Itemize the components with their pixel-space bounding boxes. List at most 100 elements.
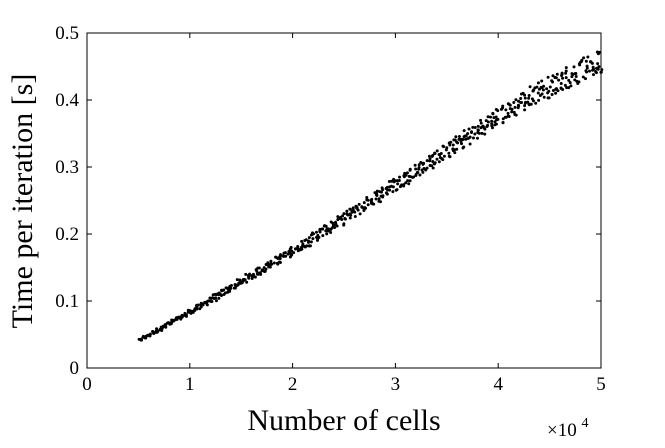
- scatter-point: [547, 96, 551, 100]
- scatter-point: [448, 143, 452, 147]
- scatter-point: [235, 278, 239, 282]
- scatter-point: [265, 263, 269, 267]
- scatter-point: [214, 299, 218, 303]
- scatter-point: [508, 103, 512, 107]
- scatter-point: [331, 225, 335, 229]
- scatter-point: [563, 83, 567, 87]
- scatter-point: [523, 108, 527, 112]
- scatter-point: [554, 76, 558, 80]
- scatter-point: [577, 80, 581, 84]
- scatter-point: [484, 119, 488, 123]
- y-axis-title: Time per iteration [s]: [6, 74, 39, 329]
- scatter-point: [318, 229, 322, 233]
- scatter-point: [523, 104, 527, 108]
- scatter-point: [228, 284, 232, 288]
- scatter-point: [494, 118, 498, 122]
- x-axis-title: Number of cells: [247, 404, 440, 437]
- scatter-point: [360, 205, 364, 209]
- scatter-point: [329, 230, 333, 234]
- scatter-point: [442, 154, 446, 158]
- scatter-point: [513, 105, 517, 109]
- y-tick-label: 0.1: [55, 291, 79, 312]
- scatter-point: [471, 125, 475, 129]
- scatter-point: [480, 131, 484, 135]
- scatter-point: [363, 206, 367, 210]
- scatter-point: [542, 84, 546, 88]
- scatter-point: [503, 115, 507, 119]
- scatter-point: [287, 249, 291, 253]
- scatter-point: [355, 205, 359, 209]
- scatter-point: [490, 122, 494, 126]
- x-tick-label: 2: [288, 374, 298, 395]
- scatter-point: [309, 233, 313, 237]
- scatter-point: [561, 76, 565, 80]
- scatter-point: [144, 336, 148, 340]
- scatter-point: [457, 137, 461, 141]
- scatter-point: [569, 84, 573, 88]
- scatter-point: [413, 163, 417, 167]
- scatter-point: [248, 272, 252, 276]
- scatter-point: [217, 296, 221, 300]
- scatter-point: [425, 159, 429, 163]
- scatter-point: [421, 161, 425, 165]
- scatter-point: [494, 115, 498, 119]
- scatter-point: [334, 222, 338, 226]
- scatter-point: [442, 145, 446, 149]
- scatter-point: [534, 101, 538, 105]
- scatter-point: [396, 182, 400, 186]
- scatter-point: [476, 124, 480, 128]
- scatter-point: [486, 115, 490, 119]
- scatter-point: [190, 310, 194, 314]
- scatter-point: [183, 313, 187, 317]
- scatter-point: [490, 126, 494, 130]
- scatter-point: [196, 303, 200, 307]
- scatter-point: [479, 118, 483, 122]
- y-tick-label: 0.4: [55, 90, 79, 111]
- scatter-point: [467, 127, 471, 131]
- scatter-point: [546, 75, 550, 79]
- scatter-point: [462, 145, 466, 149]
- scatter-point: [215, 293, 219, 297]
- scatter-point: [554, 91, 558, 95]
- scatter-point: [155, 330, 159, 334]
- scatter-point: [396, 179, 400, 183]
- scatter-point: [264, 267, 268, 271]
- x-tick-label: 5: [596, 374, 606, 395]
- scatter-point: [324, 224, 328, 228]
- scatter-point: [586, 55, 590, 59]
- scatter-point: [554, 87, 558, 91]
- scatter-point: [406, 179, 410, 183]
- scatter-point: [186, 308, 190, 312]
- scatter-point: [466, 132, 470, 136]
- scatter-point: [584, 59, 588, 63]
- x-axis-ticks: 0 1 2 3 4 5: [82, 33, 606, 395]
- scatter-point: [407, 182, 411, 186]
- scatter-point: [462, 129, 466, 133]
- scatter-point: [453, 151, 457, 155]
- scatter-point: [459, 137, 463, 141]
- scatter-point: [524, 100, 528, 104]
- scatter-point: [427, 154, 431, 158]
- scatter-point: [598, 50, 602, 54]
- scatter-point: [219, 293, 223, 297]
- scatter-point: [520, 100, 524, 104]
- scatter-point: [453, 138, 457, 142]
- scatter-point: [391, 185, 395, 189]
- y-tick-label: 0.5: [55, 23, 79, 44]
- scatter-point: [490, 119, 494, 123]
- scatter-point: [270, 262, 274, 266]
- scatter-point: [501, 121, 505, 125]
- scatter-point: [342, 212, 346, 216]
- x-tick-label: 4: [493, 374, 503, 395]
- scatter-point: [358, 212, 362, 216]
- scatter-point: [366, 203, 370, 207]
- scatter-point: [536, 81, 540, 85]
- scatter-point: [180, 313, 184, 317]
- scatter-point: [384, 187, 388, 191]
- scatter-point: [531, 89, 535, 93]
- scatter-point: [494, 122, 498, 126]
- scatter-point: [596, 67, 600, 71]
- scatter-point: [573, 72, 577, 76]
- scatter-point: [391, 190, 395, 194]
- scatter-point: [435, 157, 439, 161]
